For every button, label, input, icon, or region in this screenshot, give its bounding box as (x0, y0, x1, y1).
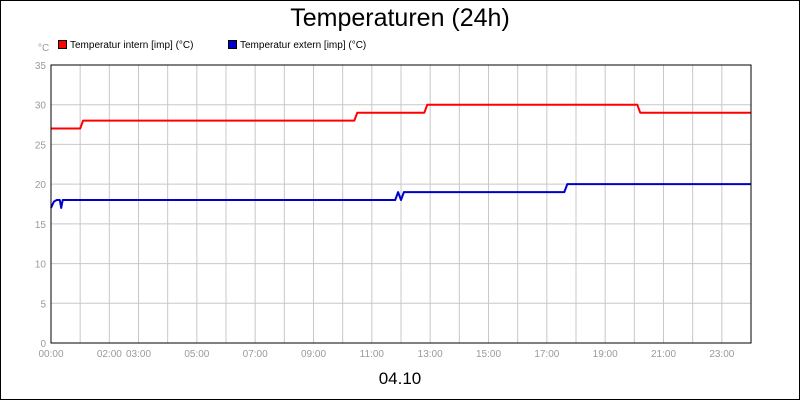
x-tick-label: 13:00 (418, 349, 443, 360)
series-line-1 (50, 183, 751, 209)
y-tick-label: 0 (40, 339, 46, 350)
x-tick-label: 03:00 (126, 349, 151, 360)
y-tick-label: 25 (35, 140, 47, 151)
x-tick-label: 17:00 (534, 349, 559, 360)
series-line-0 (51, 103, 751, 130)
x-tick-label: 02:00 (97, 349, 122, 360)
y-tick-label: 10 (35, 260, 47, 271)
chart-title: Temperaturen (24h) (290, 4, 510, 32)
y-tick-label: 5 (40, 299, 46, 310)
x-tick-label: 23:00 (709, 349, 734, 360)
x-tick-label: 19:00 (593, 349, 618, 360)
y-tick-label: 35 (35, 61, 47, 72)
y-tick-label: 20 (35, 180, 47, 191)
x-tick-label: 11:00 (360, 349, 385, 360)
legend-swatch-intern (58, 39, 67, 49)
y-tick-label: 15 (35, 220, 47, 231)
y-tick-label: 30 (35, 101, 47, 112)
x-tick-label: 09:00 (301, 349, 326, 360)
x-tick-label: 07:00 (243, 349, 268, 360)
x-tick-label: 00:00 (38, 349, 63, 360)
legend-label-intern: Temperatur intern [imp] (°C) (70, 40, 194, 51)
x-tick-label: 05:00 (184, 349, 209, 360)
x-axis-label: 04.10 (378, 369, 422, 388)
y-axis-label: °C (38, 43, 49, 54)
legend-swatch-extern (228, 39, 237, 49)
plot-border (50, 64, 752, 344)
legend-label-extern: Temperatur extern [imp] (°C) (240, 40, 367, 51)
legend-item-intern: Temperatur intern [imp] (°C) (58, 39, 194, 51)
legend-item-extern: Temperatur extern [imp] (°C) (228, 39, 367, 51)
x-tick-label: 21:00 (651, 349, 676, 360)
x-tick-label: 15:00 (476, 349, 501, 360)
